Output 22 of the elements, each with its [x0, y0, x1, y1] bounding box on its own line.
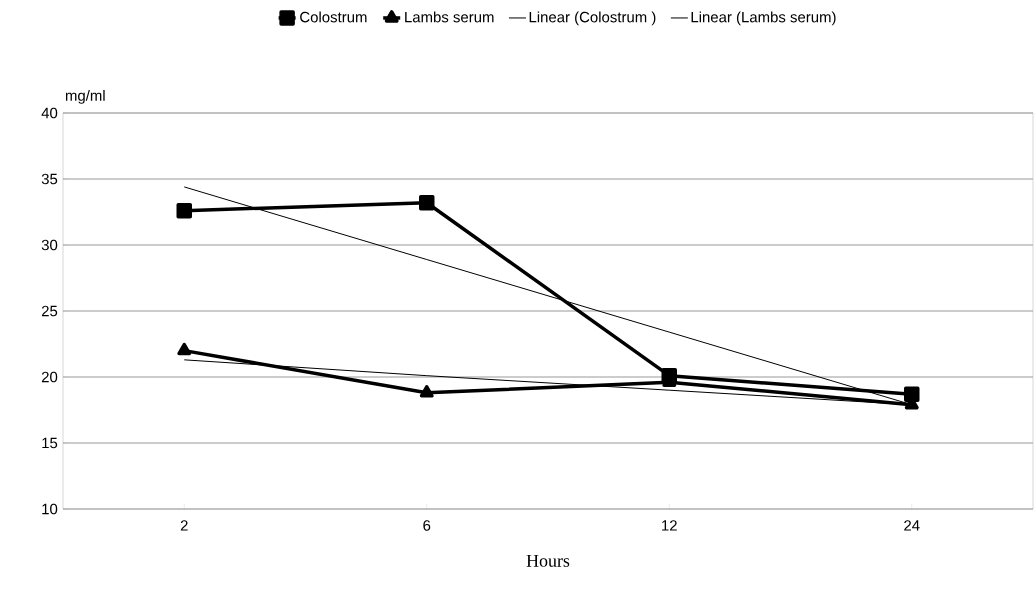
point: [904, 386, 920, 402]
legend-label: Colostrum: [300, 11, 367, 23]
legend-label: Lambs serum: [405, 11, 494, 23]
point: [419, 195, 435, 211]
point: [419, 385, 434, 398]
y-tick-label: 40: [41, 107, 58, 119]
y-axis-title: mg/ml: [65, 89, 105, 104]
legend-label: Linear (Colostrum ): [529, 11, 656, 26]
x-tick-label: 12: [662, 520, 677, 531]
x-tick-label: 24: [904, 520, 920, 531]
y-tick-label: 35: [41, 173, 58, 185]
x-tick-label: 2: [180, 520, 188, 531]
y-tick-label: 20: [41, 371, 58, 383]
y-tick-label: 30: [41, 239, 58, 251]
y-tick-label: 15: [42, 437, 58, 449]
point: [176, 202, 192, 219]
y-tick-label: 10: [42, 503, 58, 515]
point: [177, 342, 192, 356]
x-tick-label: 6: [423, 520, 431, 531]
legend-label: Linear (Lambs serum): [691, 11, 836, 26]
x-axis-title: Hours: [526, 554, 570, 567]
y-tick-label: 25: [41, 305, 58, 317]
